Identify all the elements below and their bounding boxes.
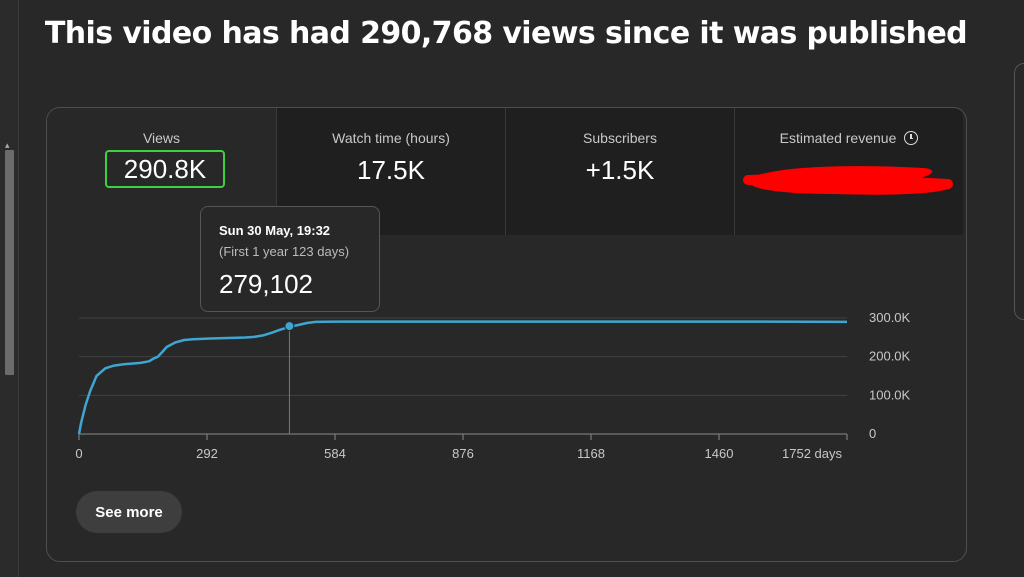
tooltip-subtitle: (First 1 year 123 days)	[219, 244, 350, 259]
metric-label-text: Estimated revenue	[779, 130, 897, 146]
y-tick-label: 300.0K	[869, 310, 911, 325]
scroll-up-arrow-icon[interactable]: ▴	[5, 140, 10, 150]
scrollbar-thumb[interactable]	[5, 150, 14, 375]
x-tick-label: 1752 days	[782, 446, 842, 461]
x-tick-label: 0	[75, 446, 82, 461]
metric-estimated-revenue[interactable]: Estimated revenue	[734, 108, 963, 235]
x-tick-label: 1168	[577, 446, 605, 461]
left-scrollbar[interactable]: ▴	[0, 0, 19, 577]
revenue-redaction-scribble	[743, 166, 953, 195]
chart-tooltip: Sun 30 May, 19:32 (First 1 year 123 days…	[200, 206, 380, 312]
metric-label: Views	[142, 130, 181, 146]
x-tick-label: 1460	[705, 446, 734, 461]
right-panel-edge	[1014, 63, 1024, 320]
y-tick-label: 0	[869, 426, 876, 441]
metric-label: Estimated revenue	[735, 130, 963, 146]
analytics-card: Views 290.8K Watch time (hours) 17.5K Su…	[46, 107, 967, 562]
metric-value: 17.5K	[357, 155, 425, 185]
x-tick-label: 876	[452, 446, 474, 461]
views-line-chart: 0 100.0K 200.0K 300.0K 0 292 584 876 1168 1460 175…	[75, 310, 911, 461]
metric-label: Subscribers	[583, 130, 657, 146]
tooltip-date: Sun 30 May, 19:32	[219, 223, 331, 238]
views-series-line	[77, 320, 848, 435]
y-tick-label: 100.0K	[869, 387, 911, 402]
metric-value: +1.5K	[585, 155, 655, 185]
metric-label: Watch time (hours)	[332, 130, 450, 146]
x-tick-label: 292	[196, 446, 218, 461]
y-tick-label: 200.0K	[869, 349, 911, 364]
highlight-point	[284, 321, 295, 332]
tooltip-value: 279,102	[219, 269, 313, 299]
see-more-button[interactable]: See more	[76, 491, 182, 533]
x-tick-label: 584	[324, 446, 346, 461]
metric-subscribers[interactable]: Subscribers +1.5K	[505, 108, 734, 235]
headline-title: This video has had 290,768 views since i…	[44, 16, 968, 51]
views-value-highlight: 290.8K	[105, 150, 225, 188]
clock-icon[interactable]	[904, 131, 919, 145]
